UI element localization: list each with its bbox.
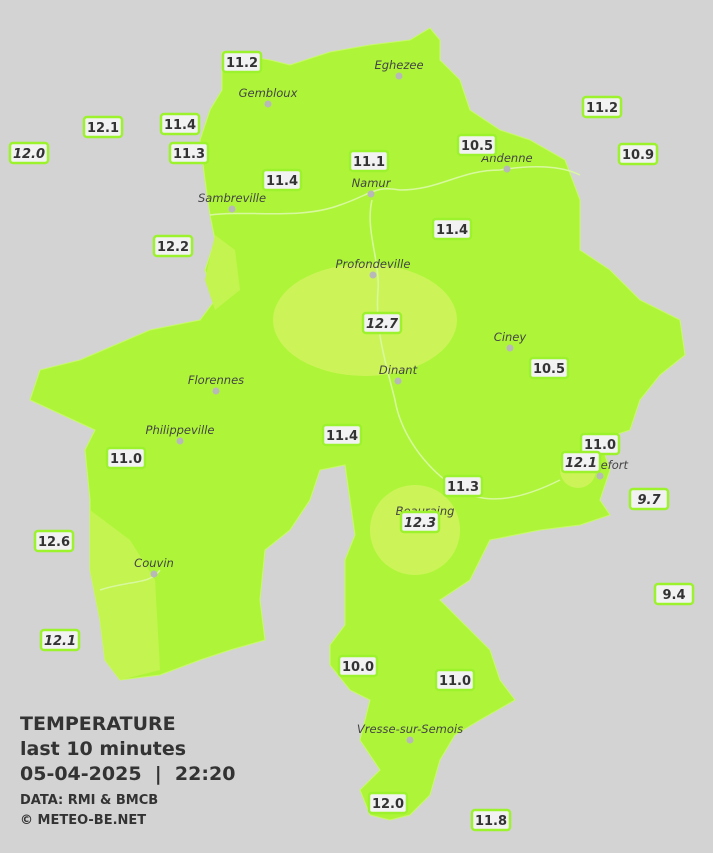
city-dot [506,344,514,352]
station-box [617,142,659,166]
station-temp: 11.1 [353,155,385,170]
station-box [581,95,623,119]
station-temp: 11.8 [475,814,507,829]
source: DATA: RMI & BMCB [20,793,158,808]
station-box [653,582,695,606]
subtitle: last 10 minutes [20,738,186,760]
river [209,165,581,216]
station-box [105,446,147,470]
station-temp: 11.2 [226,56,258,71]
station-box [442,474,484,498]
station-temp: 11.4 [436,223,468,238]
station-box [348,149,390,173]
city-dot [596,472,604,480]
station-temp: 11.3 [447,480,479,495]
station-box [82,115,124,139]
city-dot [394,377,402,385]
station-box [399,510,441,534]
station-temp: 11.4 [326,429,358,444]
station-box [337,654,379,678]
city-label: Profondeville [336,257,411,271]
station-box [8,141,50,165]
station-box [560,450,602,474]
station-temp: 12.6 [38,535,70,550]
city-dot [367,190,375,198]
station-temp: 12.1 [565,456,597,471]
city-dot [264,100,272,108]
station-temp: 10.9 [622,148,654,163]
station-box [152,234,194,258]
station-box [434,668,476,692]
station-box [321,423,363,447]
station-box [528,356,570,380]
city-label: Ciney [494,330,527,344]
station-temp: 10.0 [342,660,374,675]
station-temp: 11.4 [164,118,196,133]
station-temp: 10.5 [533,362,565,377]
city-label: Couvin [134,556,174,570]
station-temp: 11.0 [110,452,142,467]
city-dot [503,165,511,173]
copyright: © METEO-BE.NET [20,813,146,828]
city-dot [395,72,403,80]
city-dot [212,387,220,395]
station-temp: 12.3 [404,516,436,531]
station-temp: 12.0 [372,797,404,812]
city-dot [369,271,377,279]
station-temp: 11.0 [584,438,616,453]
warm-zone [90,510,160,680]
city-label: Gembloux [239,86,298,100]
station-box [221,50,263,74]
city-label: Florennes [188,373,244,387]
station-temp: 11.3 [173,147,205,162]
station-box [431,217,473,241]
city-label: Eghezee [374,58,423,72]
station-box [367,791,409,815]
station-temp: 10.5 [461,139,493,154]
station-box [456,133,498,157]
station-temp: 11.0 [439,674,471,689]
station-temp: 12.7 [366,317,399,332]
city-dot [406,736,414,744]
warm-zone [205,235,240,310]
city-dot [176,437,184,445]
station-temp: 11.2 [586,101,618,116]
city-dot [150,570,158,578]
city-dot [228,205,236,213]
city-label: Dinant [379,363,418,377]
city-label: Vresse-sur-Semois [357,722,463,736]
station-temp: 12.1 [87,121,119,136]
station-temp: 11.4 [266,174,298,189]
station-box [33,529,75,553]
title: TEMPERATURE [20,713,176,735]
timestamp: 05-04-2025 | 22:20 [20,763,235,785]
station-box [159,112,201,136]
city-label: Sambreville [198,191,266,205]
station-temp: 12.1 [44,634,76,649]
station-box [39,628,81,652]
station-temp: 9.4 [662,588,685,603]
station-temp: 12.0 [13,147,45,162]
station-box [168,141,210,165]
city-label: Philippeville [146,423,215,437]
station-temp: 12.2 [157,240,189,255]
station-box [470,808,512,832]
city-label: Namur [352,176,392,190]
station-temp: 9.7 [637,493,661,508]
station-box [361,311,403,335]
station-box [628,487,670,511]
station-box [261,168,303,192]
